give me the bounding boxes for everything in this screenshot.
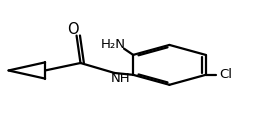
- Text: O: O: [68, 22, 79, 37]
- Text: H₂N: H₂N: [101, 38, 126, 51]
- Text: NH: NH: [111, 72, 131, 85]
- Text: Cl: Cl: [219, 68, 232, 81]
